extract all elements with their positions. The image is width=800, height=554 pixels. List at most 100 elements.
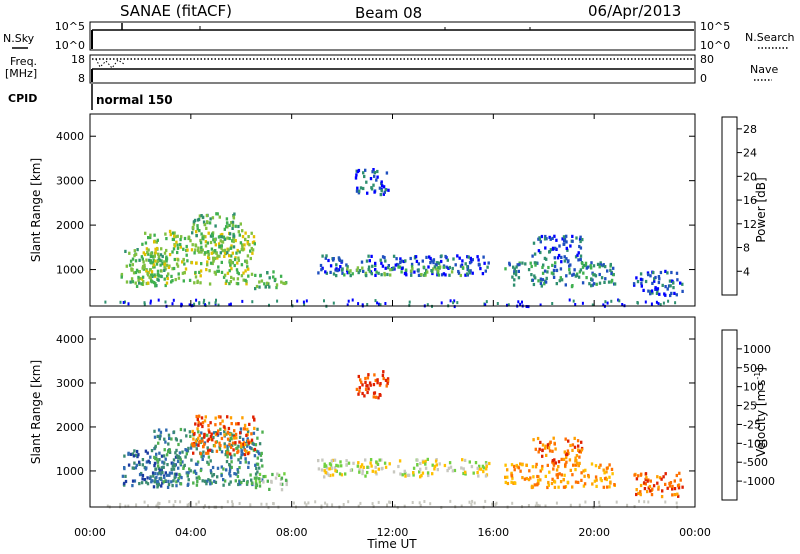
velocity-data-cell bbox=[164, 457, 167, 461]
velocity-data-cell bbox=[270, 480, 273, 484]
power-data-cell bbox=[384, 266, 387, 270]
velocity-ground-cell bbox=[157, 502, 160, 506]
velocity-data-cell bbox=[222, 483, 225, 487]
power-data-cell bbox=[373, 171, 377, 175]
power-data-cell bbox=[591, 283, 594, 287]
power-data-cell bbox=[141, 266, 144, 270]
velocity-data-cell bbox=[138, 460, 141, 464]
velocity-ground-cell bbox=[371, 502, 374, 506]
power-data-cell bbox=[369, 177, 373, 181]
velocity-data-cell bbox=[532, 438, 535, 442]
velocity-data-cell bbox=[635, 488, 638, 492]
power-data-cell bbox=[324, 256, 327, 260]
velocity-data-cell bbox=[136, 455, 139, 459]
power-data-cell bbox=[466, 268, 469, 272]
velocity-data-cell bbox=[234, 432, 238, 436]
velocity-data-cell bbox=[384, 465, 388, 469]
velocity-data-cell bbox=[671, 493, 674, 497]
power-data-cell bbox=[513, 267, 517, 271]
velocity-ground-cell bbox=[119, 502, 122, 506]
power-data-cell bbox=[383, 256, 386, 260]
velocity-data-cell bbox=[546, 463, 549, 467]
power-ytick-label: 2000 bbox=[56, 219, 84, 232]
velocity-data-cell bbox=[237, 444, 240, 448]
power-data-cell bbox=[368, 259, 371, 263]
power-data-cell bbox=[358, 189, 361, 193]
power-data-cell bbox=[156, 259, 160, 263]
power-data-cell bbox=[372, 183, 375, 187]
velocity-data-cell bbox=[576, 461, 579, 465]
velocity-data-cell bbox=[386, 379, 390, 383]
power-data-cell bbox=[609, 268, 612, 272]
power-data-cell bbox=[432, 267, 435, 271]
velocity-data-cell bbox=[590, 462, 594, 466]
power-data-cell bbox=[163, 262, 166, 267]
velocity-data-cell bbox=[211, 474, 214, 478]
velocity-data-cell bbox=[285, 482, 288, 487]
power-data-cell bbox=[220, 270, 224, 274]
velocity-data-cell bbox=[206, 433, 209, 437]
velocity-data-cell bbox=[538, 447, 541, 451]
velocity-data-cell bbox=[253, 417, 256, 421]
velocity-data-cell bbox=[382, 370, 385, 374]
power-ground-cell bbox=[122, 301, 125, 304]
velocity-data-cell bbox=[345, 459, 348, 463]
velocity-data-cell bbox=[340, 464, 343, 468]
power-data-cell bbox=[374, 273, 377, 277]
velocity-ylabel: Slant Range [km] bbox=[29, 360, 43, 464]
velocity-data-cell bbox=[167, 482, 171, 487]
velocity-ytick-label: 4000 bbox=[56, 333, 84, 346]
velocity-data-cell bbox=[184, 455, 187, 459]
velocity-data-cell bbox=[200, 437, 203, 441]
velocity-ground-cell bbox=[555, 501, 558, 505]
power-data-cell bbox=[146, 250, 149, 254]
power-data-cell bbox=[579, 239, 582, 244]
power-data-cell bbox=[228, 254, 231, 258]
velocity-data-cell bbox=[251, 441, 254, 445]
velocity-data-cell bbox=[238, 480, 241, 484]
velocity-data-cell bbox=[201, 439, 204, 443]
velocity-data-cell bbox=[364, 380, 367, 384]
power-data-cell bbox=[160, 269, 163, 273]
power-data-cell bbox=[218, 215, 221, 219]
power-data-cell bbox=[209, 261, 213, 265]
power-ground-cell bbox=[351, 298, 354, 302]
power-data-cell bbox=[375, 270, 378, 274]
power-data-cell bbox=[236, 270, 239, 274]
velocity-data-cell bbox=[175, 480, 178, 484]
velocity-data-cell bbox=[164, 471, 167, 475]
velocity-ground-cell bbox=[143, 500, 146, 504]
power-data-cell bbox=[459, 273, 462, 278]
power-data-cell bbox=[655, 291, 659, 295]
power-data-cell bbox=[423, 272, 427, 276]
power-data-cell bbox=[400, 266, 404, 270]
power-data-cell bbox=[217, 269, 220, 273]
velocity-data-cell bbox=[580, 478, 583, 482]
velocity-data-cell bbox=[250, 438, 254, 442]
power-data-cell bbox=[561, 237, 564, 241]
power-data-cell bbox=[397, 265, 400, 269]
power-ground-cell bbox=[519, 302, 522, 306]
power-ground-cell bbox=[581, 301, 584, 305]
velocity-data-cell bbox=[359, 465, 362, 469]
power-data-cell bbox=[250, 231, 253, 235]
velocity-data-cell bbox=[233, 472, 236, 476]
power-data-cell bbox=[241, 248, 245, 252]
velocity-data-cell bbox=[160, 454, 164, 458]
velocity-ground-cell bbox=[314, 500, 317, 504]
power-data-cell bbox=[204, 240, 208, 244]
velocity-data-cell bbox=[163, 448, 166, 452]
velocity-data-cell bbox=[510, 480, 513, 484]
velocity-data-cell bbox=[536, 479, 540, 483]
velocity-data-cell bbox=[193, 432, 196, 436]
velocity-data-cell bbox=[155, 458, 159, 462]
velocity-data-cell bbox=[560, 473, 563, 477]
velocity-data-cell bbox=[196, 417, 199, 421]
velocity-data-cell bbox=[359, 378, 362, 382]
power-data-cell bbox=[508, 261, 511, 265]
power-data-cell bbox=[341, 267, 344, 271]
velocity-data-cell bbox=[537, 450, 540, 454]
power-ground-cell bbox=[357, 302, 360, 306]
velocity-data-cell bbox=[158, 451, 161, 455]
